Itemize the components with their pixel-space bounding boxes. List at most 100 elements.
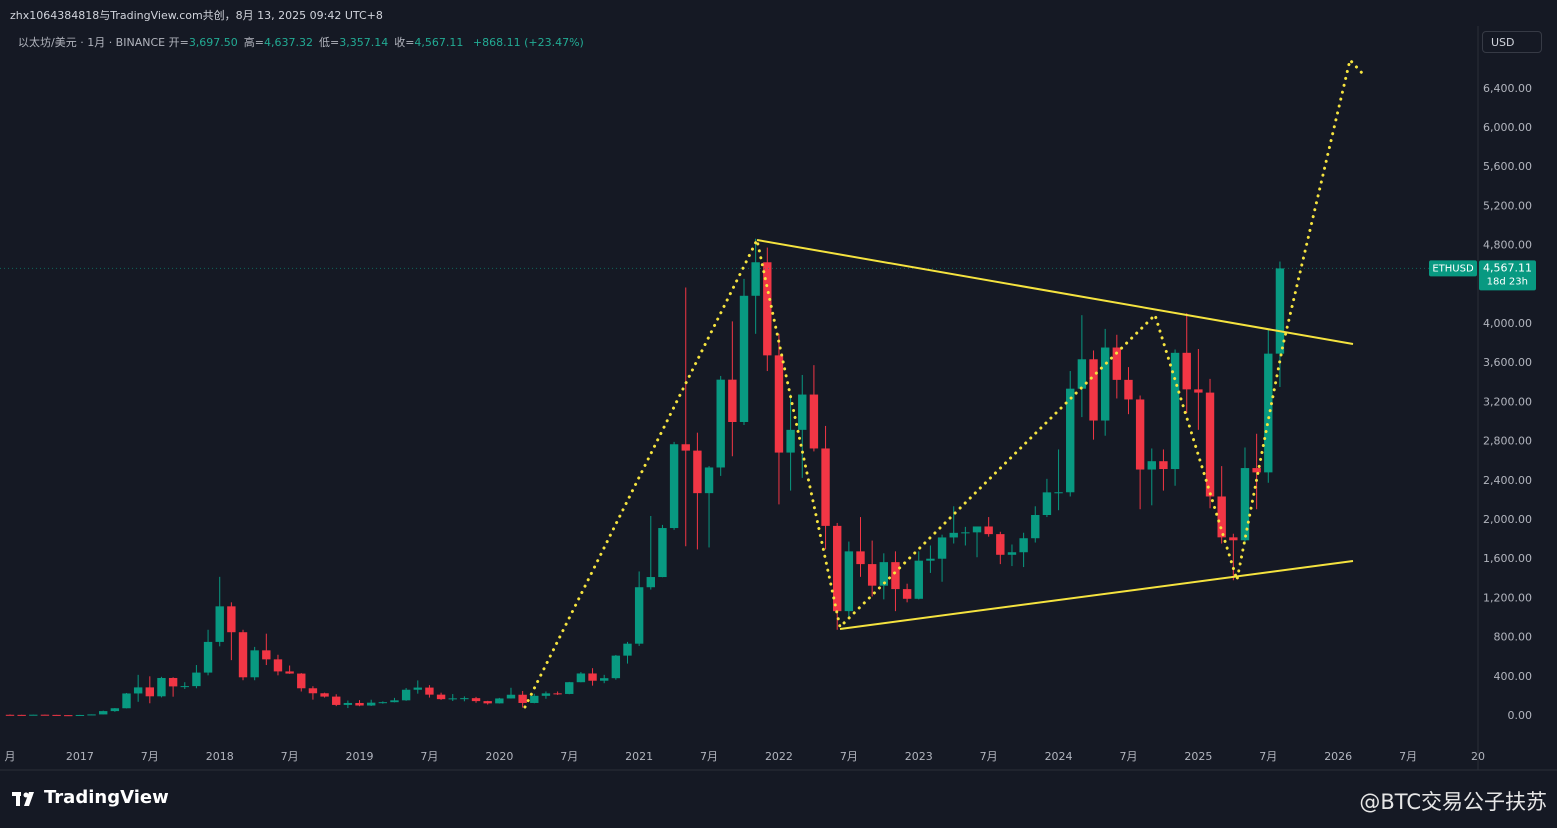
candle-body xyxy=(436,694,446,700)
candle-body xyxy=(5,714,15,716)
candle-body xyxy=(646,577,655,588)
legend-label: 开= xyxy=(168,36,189,49)
change: +868.11 (+23.47%) xyxy=(472,36,584,49)
candle-body xyxy=(168,677,178,687)
candle-body xyxy=(64,715,73,717)
candle-body xyxy=(1077,359,1087,389)
y-tick-label: 4,000.00 xyxy=(1483,317,1532,330)
candle-body xyxy=(798,394,807,430)
candle-body xyxy=(1066,388,1075,493)
candle-body xyxy=(844,551,854,612)
x-tick-label: 7月 xyxy=(980,750,998,763)
y-tick-label: 3,600.00 xyxy=(1483,356,1532,369)
y-tick-label: 2,000.00 xyxy=(1483,513,1532,526)
x-tick-label: 7月 xyxy=(560,750,578,763)
candle-body xyxy=(786,429,795,453)
candle-body xyxy=(1100,347,1110,421)
y-tick-label: 5,200.00 xyxy=(1483,199,1532,212)
candle-body xyxy=(611,655,621,679)
candle-body xyxy=(821,448,830,526)
x-tick-label: 2020 xyxy=(485,750,513,763)
candle-body xyxy=(378,702,388,704)
candle-body xyxy=(599,678,609,681)
x-tick-label: 7月 xyxy=(420,750,438,763)
candle-body xyxy=(297,673,306,689)
candle-body xyxy=(215,606,224,642)
candle-body xyxy=(1124,379,1133,400)
candle-body xyxy=(809,394,819,449)
candle-body xyxy=(774,355,784,453)
x-tick-label: 7月 xyxy=(1119,750,1137,763)
zigzag-path xyxy=(523,56,1364,709)
brand-logo xyxy=(12,792,34,806)
candle-body xyxy=(145,687,155,697)
candle-body xyxy=(565,682,574,694)
candle-body xyxy=(227,606,236,633)
y-tick-label: 800.00 xyxy=(1494,631,1533,644)
candle-body xyxy=(1159,461,1168,470)
candle-body xyxy=(203,641,213,673)
x-tick-label: 2022 xyxy=(765,750,793,763)
candle-body xyxy=(75,714,85,716)
x-tick-label: 7月 xyxy=(700,750,718,763)
candle-body xyxy=(1089,359,1098,421)
candle-body xyxy=(180,686,189,688)
x-tick-label: 2025 xyxy=(1184,750,1212,763)
trendline-upper xyxy=(756,239,1354,345)
candle-body xyxy=(1135,399,1145,470)
candle-body xyxy=(495,698,504,704)
candle-body xyxy=(553,693,562,695)
candle-body xyxy=(99,711,108,715)
drawings xyxy=(523,56,1364,709)
candle-body xyxy=(355,702,364,706)
x-tick-label: 7月 xyxy=(141,750,159,763)
candle-body xyxy=(366,702,376,706)
candle-body xyxy=(728,379,737,423)
y-tick-label: 5,600.00 xyxy=(1483,160,1532,173)
candles xyxy=(0,238,1478,717)
price-box xyxy=(1479,260,1536,291)
candle-body xyxy=(506,694,516,699)
candle-body xyxy=(1031,515,1040,539)
trendline-lower xyxy=(839,560,1354,630)
candle-body xyxy=(332,696,341,705)
ticker-label: ETHUSD xyxy=(1432,263,1474,274)
logo-part xyxy=(24,792,34,806)
legend-value: 4,637.32 xyxy=(264,36,313,49)
candle-body xyxy=(110,708,120,712)
candle-body xyxy=(1217,496,1226,538)
candle-body xyxy=(343,702,353,705)
y-tick-label: 6,000.00 xyxy=(1483,121,1532,134)
candle-body xyxy=(669,444,679,529)
candle-body xyxy=(40,714,50,716)
x-tick-label: 2017 xyxy=(66,750,94,763)
candle-body xyxy=(681,444,690,451)
candle-body xyxy=(29,714,38,716)
candle-body xyxy=(949,532,958,538)
candle-body xyxy=(716,379,725,468)
ohlc-legend: 以太坊/美元 · 1月 · BINANCE 开=3,697.50 高=4,637.… xyxy=(18,34,584,50)
x-tick-label: 2026 xyxy=(1324,750,1352,763)
x-tick-label: 2024 xyxy=(1045,750,1073,763)
logo-part xyxy=(16,792,20,806)
candle-body xyxy=(588,673,597,681)
candle-body xyxy=(704,467,714,494)
price-label: 4,567.11 xyxy=(1483,261,1532,274)
candle-body xyxy=(390,700,399,703)
currency-button[interactable]: USD xyxy=(1482,31,1542,53)
countdown-label: 18d 23h xyxy=(1487,276,1528,287)
x-tick-label: 20 xyxy=(1471,750,1485,763)
y-tick-label: 3,200.00 xyxy=(1483,395,1532,408)
candle-body xyxy=(1112,347,1122,380)
x-tick-label: 7月 xyxy=(1259,750,1277,763)
candle-body xyxy=(972,526,982,533)
candle-body xyxy=(926,558,935,561)
candle-body xyxy=(413,687,422,690)
legend-value: 4,567.11 xyxy=(414,36,464,49)
x-tick-label: 7月 xyxy=(840,750,858,763)
candle-body xyxy=(693,450,702,494)
candle-body xyxy=(1240,468,1250,541)
candle-body xyxy=(87,714,96,716)
x-tick-label: 7月 xyxy=(1399,750,1417,763)
